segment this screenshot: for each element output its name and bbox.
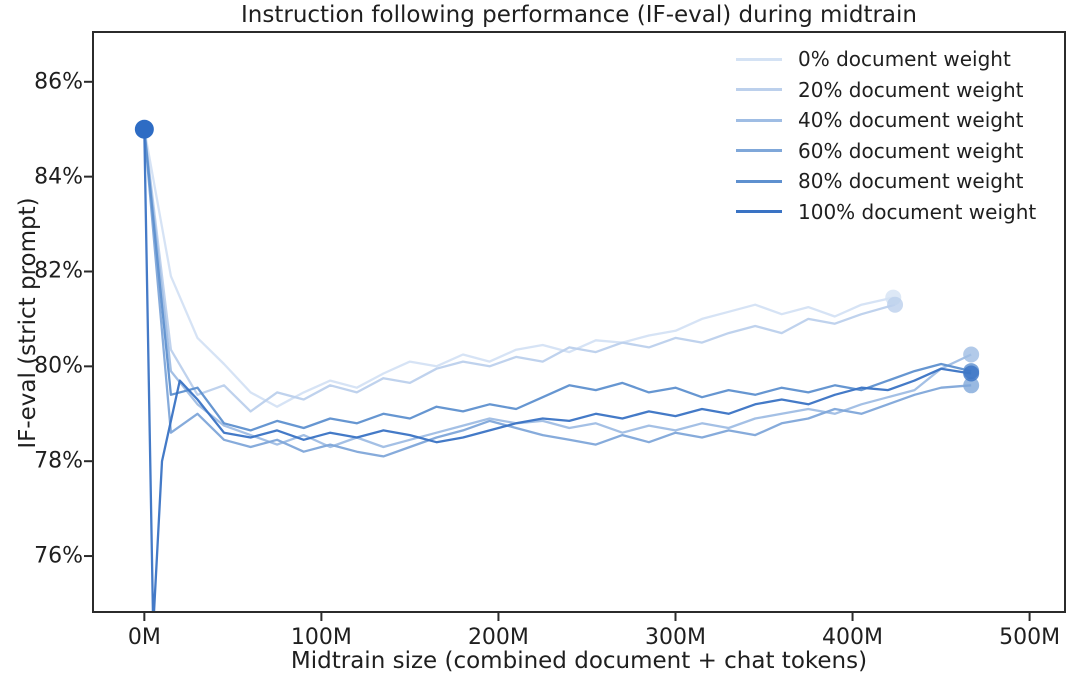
series-line-3 <box>143 129 972 458</box>
series-line-4 <box>143 129 972 432</box>
y-tick-label-80: 80% <box>34 353 83 379</box>
series-line-0 <box>143 128 894 408</box>
legend-item-5: 100% document weight <box>736 197 1036 228</box>
legend-item-3: 60% document weight <box>736 136 1036 167</box>
legend-label: 100% document weight <box>798 199 1037 224</box>
legend-item-4: 80% document weight <box>736 166 1036 197</box>
y-axis-label: IF-eval (strict prompt) <box>15 197 41 449</box>
x-axis-label: Midtrain size (combined document + chat … <box>290 648 868 674</box>
legend-item-2: 40% document weight <box>736 105 1036 136</box>
legend-line-swatch <box>736 210 782 214</box>
y-tick-label-84: 84% <box>34 164 83 190</box>
series-line-1 <box>143 129 896 413</box>
legend-label: 60% document weight <box>798 138 1024 163</box>
y-tick-label-78: 78% <box>34 448 83 474</box>
x-tick-label-300M: 300M <box>644 625 706 650</box>
legend-label: 80% document weight <box>798 169 1024 194</box>
legend-item-0: 0% document weight <box>736 44 1036 75</box>
series-line-5 <box>143 129 972 612</box>
axes-frame <box>92 31 1066 613</box>
series-end-marker-1 <box>887 296 904 313</box>
x-tick-label-200M: 200M <box>467 625 529 650</box>
series-end-marker-5 <box>963 365 980 382</box>
legend: 0% document weight 20% document weight 40%… <box>736 44 1036 227</box>
y-tick-label-82: 82% <box>34 258 83 284</box>
y-tick-label-76: 76% <box>34 543 83 569</box>
legend-label: 20% document weight <box>798 77 1024 102</box>
series-end-marker-3 <box>963 377 980 394</box>
legend-line-swatch <box>736 179 782 183</box>
legend-line-swatch <box>736 88 782 92</box>
chart-title: Instruction following performance (IF-ev… <box>241 2 917 28</box>
y-tick-label-86: 86% <box>34 69 83 95</box>
legend-label: 40% document weight <box>798 108 1024 133</box>
legend-line-swatch <box>736 149 782 153</box>
start-marker <box>134 119 154 139</box>
x-tick-label-400M: 400M <box>822 625 884 650</box>
legend-label: 0% document weight <box>798 47 1011 72</box>
series-end-marker-2 <box>963 346 980 363</box>
legend-line-swatch <box>736 118 782 122</box>
x-tick-label-0M: 0M <box>127 625 161 650</box>
legend-item-1: 20% document weight <box>736 75 1036 106</box>
x-tick-label-500M: 500M <box>999 625 1061 650</box>
x-tick-label-100M: 100M <box>290 625 352 650</box>
legend-line-swatch <box>736 57 782 61</box>
